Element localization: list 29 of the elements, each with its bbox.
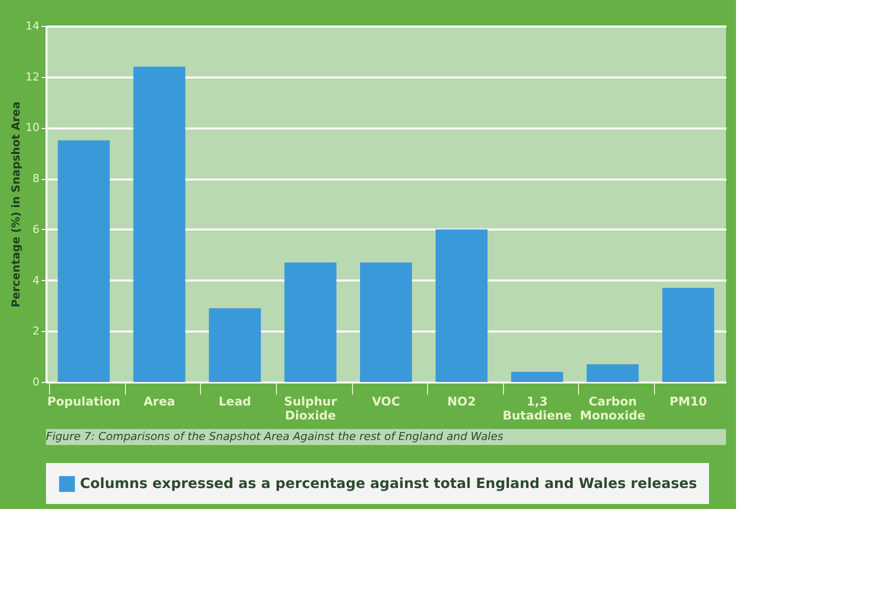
x-tick-label: 1,3 Butadiene [502, 394, 572, 422]
bar [133, 66, 186, 382]
bar [58, 140, 110, 382]
bar [662, 288, 714, 382]
y-tick-label: 2 [32, 324, 40, 338]
y-tick-label: 0 [32, 376, 40, 388]
caption: Figure 7: Comparisons of the Snapshot Area Against the rest of England and Wales [46, 430, 504, 443]
x-tick-label: Sulphur Dioxide [284, 394, 337, 422]
x-tick-label: VOC [372, 394, 400, 408]
bar [586, 364, 639, 382]
bar [208, 308, 261, 382]
x-tick-label: Population [47, 394, 120, 408]
y-tick-label: 10 [26, 121, 40, 134]
legend-label: Columns expressed as a percentage against total England and Wales releases [80, 476, 697, 492]
y-tick-label: 6 [32, 222, 40, 236]
x-tick-label: Area [144, 394, 176, 408]
y-tick-label: 14 [26, 20, 40, 32]
y-tick-label: 8 [32, 172, 40, 186]
bar [284, 262, 336, 382]
y-tick-label: 12 [26, 70, 40, 84]
y-tick-label: 4 [32, 274, 40, 287]
x-tick-label: NO2 [447, 394, 476, 408]
y-axis-title: Percentage (%) in Snapshot Area [10, 102, 23, 308]
bar [436, 229, 488, 382]
x-tick-label: Carbon Monoxide [580, 394, 646, 422]
bar [511, 372, 564, 382]
bar [360, 262, 412, 382]
x-tick-label: PM10 [670, 394, 707, 408]
x-tick-label: Lead [218, 394, 252, 408]
